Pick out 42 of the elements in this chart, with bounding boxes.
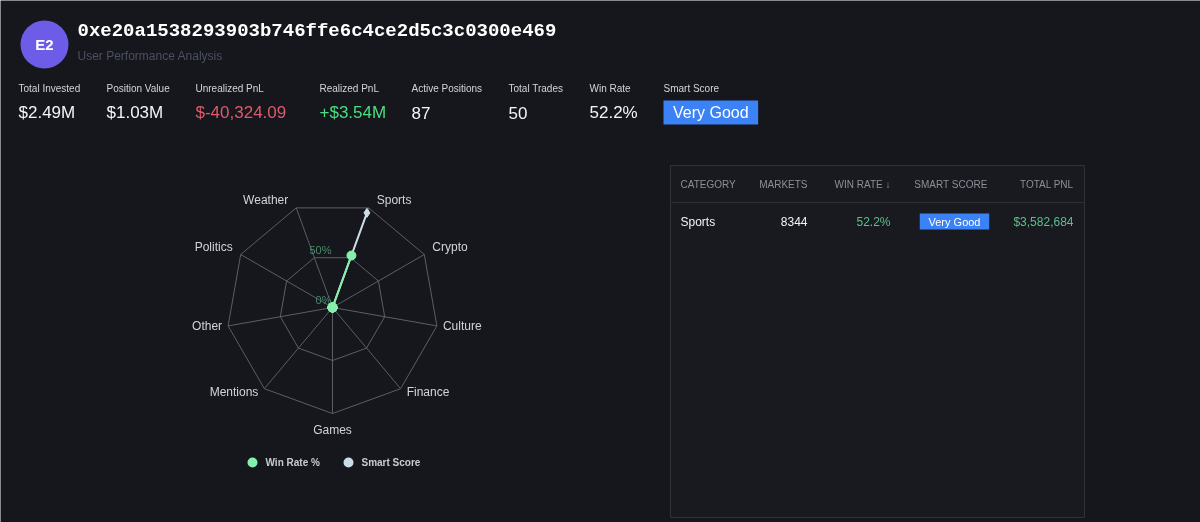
text: 52.2% xyxy=(856,214,891,229)
text: $3,582,684 xyxy=(1013,214,1074,229)
spoke-label: Sports xyxy=(376,192,412,207)
text: +$3.54M xyxy=(319,103,387,122)
spoke-label: Games xyxy=(313,422,352,437)
text: Realized PnL xyxy=(319,83,380,94)
y-tick-label: 50% xyxy=(309,243,332,256)
text: 8344 xyxy=(780,215,808,229)
text: $-40,324.09 xyxy=(195,103,287,122)
text: 87 xyxy=(411,103,431,123)
text: Sports xyxy=(680,214,716,229)
chart-subtitle: User Performance Analysis xyxy=(77,48,223,63)
text: MARKETS xyxy=(759,179,808,190)
y-tick-label: 0% xyxy=(315,293,332,306)
text: $1.03M xyxy=(106,103,164,122)
text: SMART SCORE xyxy=(914,179,988,190)
text: Smart Score xyxy=(663,83,720,94)
spoke-label: Politics xyxy=(194,239,233,254)
spoke-label: Finance xyxy=(406,384,450,399)
legend-label: Smart Score xyxy=(361,457,421,468)
chart-title: 0xe20a1538293903b746ffe6c4ce2d5c3c0300e469 xyxy=(77,19,557,42)
spoke-label: Other xyxy=(192,318,223,333)
spoke-label: Crypto xyxy=(432,239,468,254)
text: Unrealized PnL xyxy=(195,83,265,94)
spoke-label: Culture xyxy=(442,318,482,333)
legend-label: Win Rate % xyxy=(265,457,320,468)
text: Very Good xyxy=(673,104,749,121)
text: WIN RATE ↓ xyxy=(834,179,891,190)
text: Total Invested xyxy=(18,83,81,94)
text: TOTAL PNL xyxy=(1019,179,1074,190)
text: Total Trades xyxy=(508,83,563,94)
text: E2 xyxy=(35,36,54,53)
spoke-label: Mentions xyxy=(209,384,259,399)
text: 50 xyxy=(508,103,528,123)
text: CATEGORY xyxy=(680,179,737,190)
text: Win Rate xyxy=(589,83,632,94)
text: Position Value xyxy=(106,83,171,94)
text: 52.2% xyxy=(589,103,638,122)
text: Very Good xyxy=(928,215,981,228)
text: Active Positions xyxy=(411,83,483,94)
text: $2.49M xyxy=(18,103,76,122)
spoke-label: Weather xyxy=(243,192,289,207)
